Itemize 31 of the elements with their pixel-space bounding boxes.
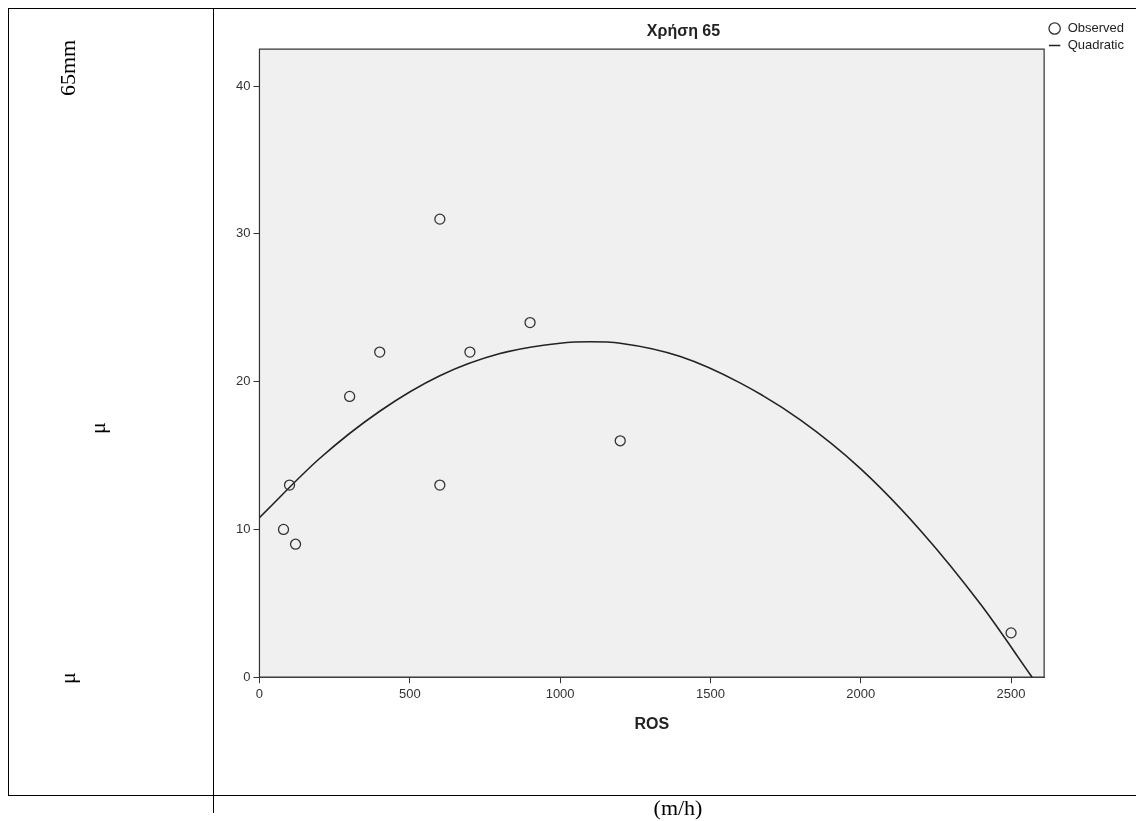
point: [277, 523, 290, 536]
x-axis-title: ROS: [634, 714, 670, 732]
point: [464, 346, 476, 358]
x-tick-label: 0: [255, 685, 264, 701]
line-series: [259, 340, 1033, 678]
point: [434, 479, 446, 491]
legend-label: Quadratic: [1067, 37, 1125, 53]
point: [289, 538, 302, 550]
point: [614, 435, 626, 447]
text: (m/h): [653, 795, 703, 821]
point: [283, 479, 296, 491]
point: [1005, 627, 1017, 639]
y-tick-label: 20: [235, 373, 251, 389]
legend-label: Observed: [1067, 20, 1125, 36]
x-tick-label: 1500: [695, 685, 725, 701]
y-tick-label: 40: [235, 77, 251, 93]
text: μ: [85, 422, 111, 434]
y-tick-label: 30: [235, 225, 251, 241]
text: μ: [55, 672, 81, 684]
point: [344, 390, 356, 403]
chart-title: Χρήση 65: [646, 22, 721, 40]
point: [524, 316, 536, 329]
point: [434, 213, 446, 225]
x-tick-label: 1000: [545, 685, 575, 701]
y-tick-label: 10: [235, 521, 251, 537]
point: [374, 346, 386, 358]
text: 65mm: [55, 39, 81, 97]
x-tick-label: 2500: [996, 685, 1026, 701]
x-tick-label: 2000: [846, 685, 876, 701]
x-tick-label: 500: [398, 685, 421, 701]
y-tick-label: 0: [243, 668, 251, 684]
